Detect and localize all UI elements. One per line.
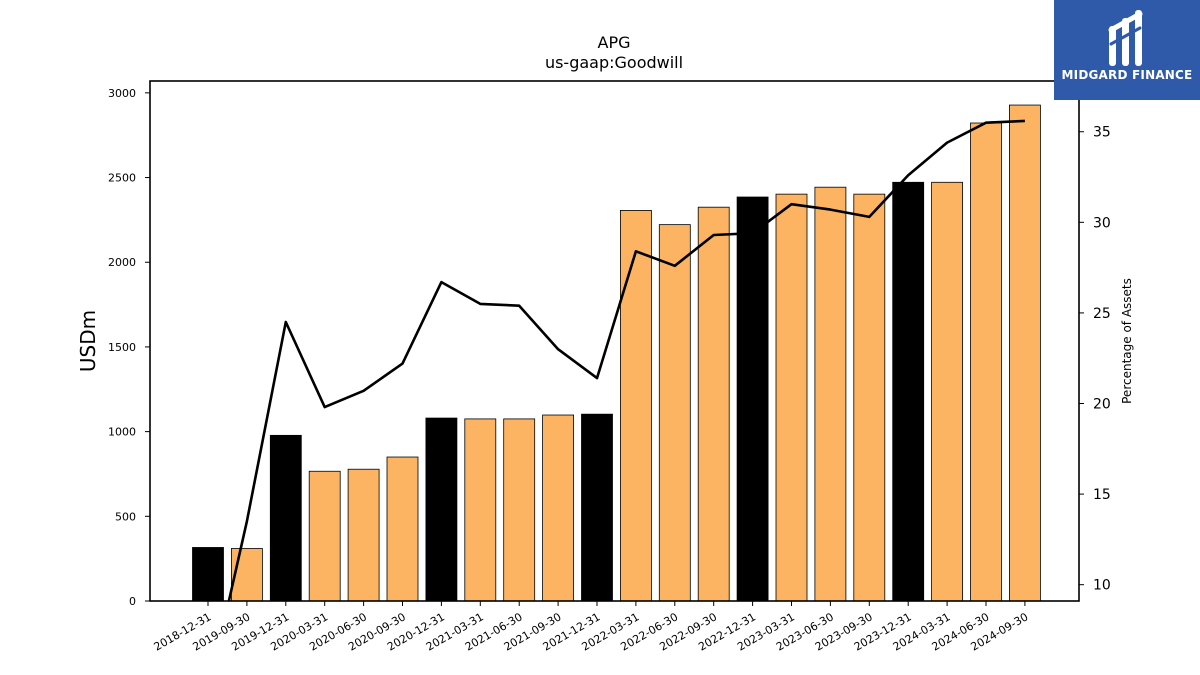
bar-2022-06-30 [658, 224, 691, 602]
y2-tick-label: 35 [1093, 125, 1111, 141]
bar-2019-09-30 [230, 548, 263, 602]
bar-2020-09-30 [386, 456, 419, 602]
y2-tick-label: 10 [1093, 578, 1111, 594]
bar-2024-06-30 [970, 122, 1002, 602]
bar-2020-03-31 [308, 470, 341, 602]
bar-2019-12-31 [269, 434, 302, 602]
midgard-logo-mark-icon [1108, 10, 1143, 66]
y2-tick-label: 25 [1093, 306, 1111, 322]
y2-tick-label: 15 [1093, 487, 1111, 503]
bar-2023-12-31 [892, 181, 925, 602]
y-tick-label: 2500 [108, 172, 136, 185]
midgard-finance-logo: MIDGARD FINANCE [1054, 0, 1200, 100]
y2-tick-label: 20 [1093, 397, 1111, 413]
bar-2021-12-31 [581, 413, 613, 602]
y-tick-label: 1500 [108, 341, 136, 354]
plot-frame [149, 80, 1080, 602]
bar-2024-09-30 [1009, 104, 1041, 602]
y-tick-label: 3000 [108, 87, 136, 100]
bar-2023-09-30 [853, 193, 886, 602]
bar-2022-09-30 [697, 206, 730, 602]
y2-axis-label: Percentage of Assets [1120, 278, 1134, 404]
bar-2022-03-31 [620, 210, 652, 602]
bar-2021-03-31 [464, 418, 497, 602]
chart-subtitle: us-gaap:Goodwill [545, 53, 683, 72]
bar-2024-03-31 [931, 181, 963, 602]
percentage-of-assets-line [227, 119, 1025, 601]
y-tick-label: 0 [129, 595, 136, 608]
y-tick-label: 500 [115, 510, 136, 523]
bar-2020-12-31 [425, 417, 458, 602]
y-tick-label: 2000 [108, 256, 136, 269]
bar-2023-03-31 [775, 193, 808, 602]
bar-2023-06-30 [814, 186, 847, 602]
y2-tick-label: 30 [1093, 215, 1111, 231]
bar-2020-06-30 [347, 468, 380, 602]
bar-2021-06-30 [503, 418, 536, 602]
bar-2022-12-31 [736, 196, 769, 602]
y-axis-label: USDm [76, 310, 100, 372]
logo-text: MIDGARD FINANCE [1061, 68, 1193, 82]
bar-2018-12-31 [192, 547, 224, 602]
y-tick-label: 1000 [108, 426, 136, 439]
chart-title: APG [598, 33, 631, 52]
bar-2021-09-30 [542, 414, 574, 602]
